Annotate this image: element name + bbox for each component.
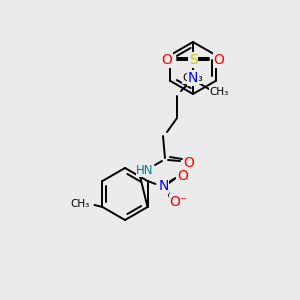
Text: O: O <box>177 169 188 183</box>
Text: CH₃: CH₃ <box>71 199 90 209</box>
Text: O: O <box>184 156 194 170</box>
Text: S: S <box>189 53 197 67</box>
Text: O: O <box>214 53 224 67</box>
Text: CH₃: CH₃ <box>183 73 203 83</box>
Text: HN: HN <box>136 164 154 176</box>
Text: O⁻: O⁻ <box>169 195 188 209</box>
Text: N: N <box>188 71 198 85</box>
Text: CH₃: CH₃ <box>209 87 229 97</box>
Text: N: N <box>158 179 169 193</box>
Text: O: O <box>162 53 172 67</box>
